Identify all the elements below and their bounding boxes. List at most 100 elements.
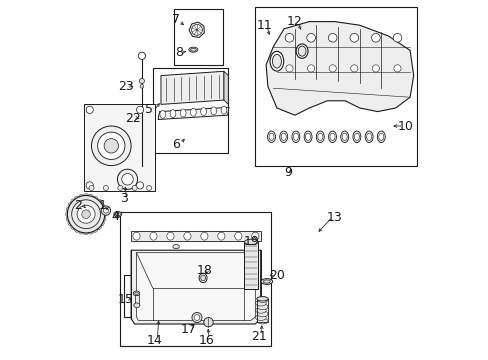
Text: 20: 20 bbox=[268, 269, 284, 282]
Circle shape bbox=[79, 229, 84, 234]
Circle shape bbox=[136, 106, 143, 113]
Circle shape bbox=[81, 210, 90, 219]
Circle shape bbox=[306, 33, 315, 42]
Bar bbox=[84, 104, 154, 191]
Circle shape bbox=[92, 196, 98, 201]
Circle shape bbox=[117, 169, 137, 189]
Ellipse shape bbox=[257, 297, 267, 302]
Circle shape bbox=[96, 224, 101, 229]
Ellipse shape bbox=[217, 232, 224, 240]
Bar bbox=[120, 212, 271, 346]
Circle shape bbox=[98, 132, 125, 159]
Ellipse shape bbox=[293, 133, 298, 140]
Ellipse shape bbox=[199, 273, 206, 283]
Text: 14: 14 bbox=[146, 334, 162, 347]
Circle shape bbox=[91, 126, 131, 166]
Text: 2: 2 bbox=[74, 199, 82, 212]
Circle shape bbox=[88, 194, 93, 199]
Ellipse shape bbox=[342, 133, 346, 140]
Ellipse shape bbox=[255, 307, 266, 313]
Polygon shape bbox=[131, 250, 260, 324]
Text: 16: 16 bbox=[199, 334, 214, 347]
Circle shape bbox=[104, 139, 118, 153]
Ellipse shape bbox=[149, 232, 157, 240]
Ellipse shape bbox=[221, 106, 226, 114]
Ellipse shape bbox=[255, 315, 266, 320]
Text: 21: 21 bbox=[250, 330, 266, 343]
Circle shape bbox=[285, 33, 293, 42]
Ellipse shape bbox=[268, 133, 273, 140]
Bar bbox=[152, 68, 228, 153]
Ellipse shape bbox=[304, 131, 311, 143]
Circle shape bbox=[86, 106, 93, 113]
Circle shape bbox=[75, 227, 80, 232]
Ellipse shape bbox=[378, 133, 383, 140]
Text: 3: 3 bbox=[120, 192, 127, 204]
Circle shape bbox=[66, 207, 71, 212]
Ellipse shape bbox=[201, 275, 205, 281]
Circle shape bbox=[393, 65, 400, 72]
Circle shape bbox=[72, 200, 101, 229]
Ellipse shape bbox=[166, 232, 174, 240]
Ellipse shape bbox=[296, 44, 307, 58]
Ellipse shape bbox=[180, 109, 185, 117]
Circle shape bbox=[139, 78, 144, 84]
Ellipse shape bbox=[244, 239, 258, 245]
Circle shape bbox=[83, 194, 88, 199]
Circle shape bbox=[392, 33, 401, 42]
Circle shape bbox=[118, 185, 122, 190]
Circle shape bbox=[132, 185, 137, 190]
Ellipse shape bbox=[170, 110, 176, 118]
Ellipse shape bbox=[298, 46, 305, 56]
Ellipse shape bbox=[279, 131, 287, 143]
Polygon shape bbox=[265, 22, 413, 115]
Circle shape bbox=[371, 65, 379, 72]
Text: 17: 17 bbox=[181, 323, 196, 336]
Ellipse shape bbox=[366, 133, 371, 140]
Circle shape bbox=[96, 199, 101, 204]
Ellipse shape bbox=[340, 131, 348, 143]
Circle shape bbox=[101, 206, 110, 215]
Ellipse shape bbox=[188, 47, 198, 52]
Bar bbox=[123, 275, 160, 317]
Bar bbox=[135, 295, 139, 305]
Ellipse shape bbox=[160, 111, 165, 118]
Circle shape bbox=[350, 65, 357, 72]
Text: 5: 5 bbox=[145, 103, 153, 116]
Ellipse shape bbox=[190, 48, 196, 51]
Ellipse shape bbox=[269, 51, 283, 71]
Text: 6: 6 bbox=[172, 138, 180, 150]
Circle shape bbox=[92, 227, 98, 232]
Circle shape bbox=[89, 185, 94, 190]
Text: 12: 12 bbox=[286, 15, 302, 28]
Polygon shape bbox=[134, 303, 140, 308]
Circle shape bbox=[101, 207, 106, 212]
Ellipse shape bbox=[377, 131, 385, 143]
Ellipse shape bbox=[114, 212, 122, 217]
Circle shape bbox=[138, 52, 145, 59]
Ellipse shape bbox=[267, 131, 275, 143]
Circle shape bbox=[65, 212, 70, 217]
Ellipse shape bbox=[133, 291, 140, 296]
Text: 1: 1 bbox=[98, 199, 106, 212]
Bar bbox=[257, 299, 267, 322]
Ellipse shape bbox=[115, 212, 120, 216]
Ellipse shape bbox=[183, 232, 191, 240]
Circle shape bbox=[101, 216, 106, 221]
Ellipse shape bbox=[317, 133, 322, 140]
Circle shape bbox=[83, 230, 88, 235]
Text: 10: 10 bbox=[397, 120, 413, 132]
Bar bbox=[244, 242, 258, 289]
Circle shape bbox=[122, 174, 133, 185]
Circle shape bbox=[77, 205, 95, 223]
Circle shape bbox=[192, 312, 202, 323]
Bar bbox=[255, 7, 416, 166]
Ellipse shape bbox=[134, 292, 138, 294]
Circle shape bbox=[191, 24, 202, 35]
Ellipse shape bbox=[251, 232, 258, 240]
Circle shape bbox=[68, 203, 73, 208]
Text: 15: 15 bbox=[118, 293, 133, 306]
Ellipse shape bbox=[354, 133, 359, 140]
Bar bbox=[174, 9, 223, 65]
Circle shape bbox=[136, 182, 143, 189]
